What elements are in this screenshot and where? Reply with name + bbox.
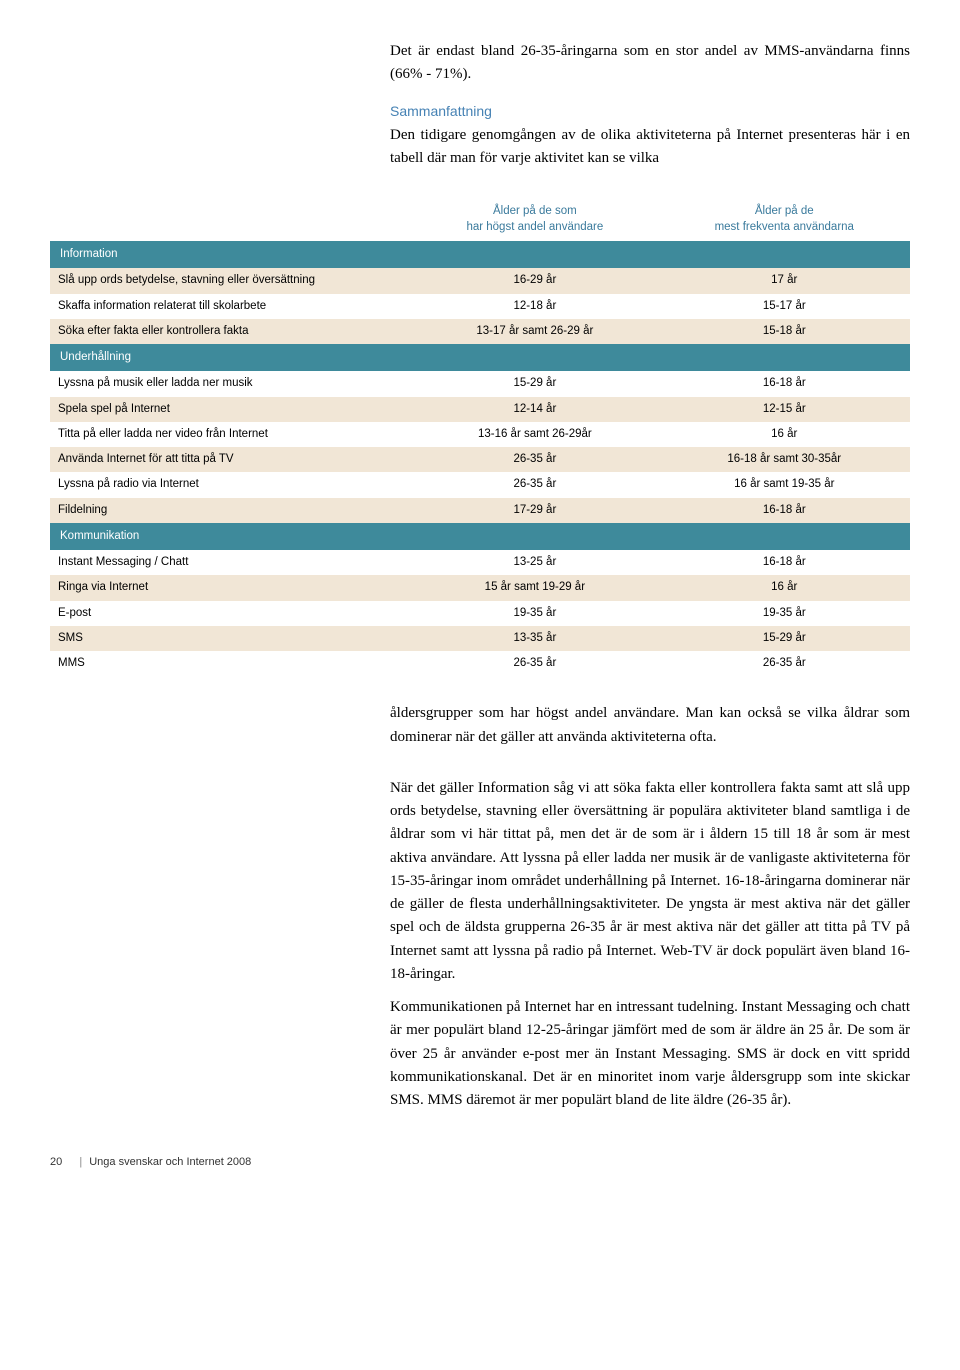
table-row: Titta på eller ladda ner video från Inte… (50, 422, 910, 447)
table-row: Skaffa information relaterat till skolar… (50, 294, 910, 319)
post-paragraph-2: När det gäller Information såg vi att sö… (390, 777, 910, 986)
table-row: MMS26-35 år26-35 år (50, 651, 910, 676)
table-cell-most-frequent: 16-18 år (659, 498, 910, 523)
table-cell-label: Lyssna på radio via Internet (50, 472, 411, 497)
table-cell-label: Lyssna på musik eller ladda ner musik (50, 371, 411, 396)
table-cell-most-frequent: 16 år (659, 575, 910, 600)
table-cell-highest-share: 12-18 år (411, 294, 658, 319)
table-cell-highest-share: 12-14 år (411, 397, 658, 422)
table-cell-most-frequent: 26-35 år (659, 651, 910, 676)
table-cell-highest-share: 15 år samt 19-29 år (411, 575, 658, 600)
table-cell-label: E-post (50, 601, 411, 626)
post-paragraph-1: åldersgrupper som har högst andel använd… (390, 702, 910, 749)
activities-table: Ålder på de som har högst andel användar… (50, 198, 910, 676)
table-row: Lyssna på radio via Internet26-35 år16 å… (50, 472, 910, 497)
table-section-label: Underhållning (50, 344, 910, 371)
table-cell-most-frequent: 15-29 år (659, 626, 910, 651)
table-cell-highest-share: 13-17 år samt 26-29 år (411, 319, 658, 344)
table-cell-label: Spela spel på Internet (50, 397, 411, 422)
intro-paragraph-1: Det är endast bland 26-35-åringarna som … (390, 40, 910, 87)
post-block: åldersgrupper som har högst andel använd… (390, 702, 910, 1112)
table-cell-most-frequent: 16-18 år (659, 371, 910, 396)
table-row: Fildelning17-29 år16-18 år (50, 498, 910, 523)
table-cell-highest-share: 17-29 år (411, 498, 658, 523)
summary-heading: Sammanfattning (390, 101, 910, 122)
table-cell-label: Använda Internet för att titta på TV (50, 447, 411, 472)
table-row: SMS13-35 år15-29 år (50, 626, 910, 651)
table-section-label: Kommunikation (50, 523, 910, 550)
post-paragraph-3: Kommunikationen på Internet har en intre… (390, 996, 910, 1112)
table-row: Slå upp ords betydelse, stavning eller ö… (50, 268, 910, 293)
footer-separator: | (79, 1156, 82, 1168)
table-header-empty (50, 198, 411, 241)
table-row: Spela spel på Internet12-14 år12-15 år (50, 397, 910, 422)
table-row: E-post19-35 år19-35 år (50, 601, 910, 626)
table-cell-most-frequent: 15-18 år (659, 319, 910, 344)
footer-title: Unga svenskar och Internet 2008 (89, 1156, 251, 1168)
table-cell-most-frequent: 16 år (659, 422, 910, 447)
table-cell-highest-share: 13-16 år samt 26-29år (411, 422, 658, 447)
table-section-row: Information (50, 241, 910, 268)
table-cell-label: Skaffa information relaterat till skolar… (50, 294, 411, 319)
table-cell-label: Slå upp ords betydelse, stavning eller ö… (50, 268, 411, 293)
table-cell-most-frequent: 19-35 år (659, 601, 910, 626)
table-header-col2: Ålder på de som har högst andel användar… (411, 198, 658, 241)
table-cell-label: Fildelning (50, 498, 411, 523)
table-header-col3: Ålder på de mest frekventa användarna (659, 198, 910, 241)
table-cell-most-frequent: 16-18 år (659, 550, 910, 575)
intro-paragraph-2: Den tidigare genomgången av de olika akt… (390, 124, 910, 171)
table-cell-highest-share: 15-29 år (411, 371, 658, 396)
table-cell-label: Titta på eller ladda ner video från Inte… (50, 422, 411, 447)
table-cell-most-frequent: 16-18 år samt 30-35år (659, 447, 910, 472)
intro-block: Det är endast bland 26-35-åringarna som … (390, 40, 910, 170)
table-cell-highest-share: 26-35 år (411, 472, 658, 497)
table-section-label: Information (50, 241, 910, 268)
table-cell-highest-share: 26-35 år (411, 447, 658, 472)
table-cell-highest-share: 26-35 år (411, 651, 658, 676)
table-header-row: Ålder på de som har högst andel användar… (50, 198, 910, 241)
table-cell-label: Ringa via Internet (50, 575, 411, 600)
table-cell-most-frequent: 17 år (659, 268, 910, 293)
table-row: Instant Messaging / Chatt13-25 år16-18 å… (50, 550, 910, 575)
table-row: Söka efter fakta eller kontrollera fakta… (50, 319, 910, 344)
table-row: Använda Internet för att titta på TV26-3… (50, 447, 910, 472)
table-cell-most-frequent: 15-17 år (659, 294, 910, 319)
table-cell-label: Söka efter fakta eller kontrollera fakta (50, 319, 411, 344)
table-section-row: Kommunikation (50, 523, 910, 550)
table-cell-most-frequent: 12-15 år (659, 397, 910, 422)
table-cell-label: Instant Messaging / Chatt (50, 550, 411, 575)
table-row: Lyssna på musik eller ladda ner musik15-… (50, 371, 910, 396)
table-row: Ringa via Internet15 år samt 19-29 år16 … (50, 575, 910, 600)
table-cell-highest-share: 13-35 år (411, 626, 658, 651)
page-number: 20 (50, 1156, 62, 1168)
table-section-row: Underhållning (50, 344, 910, 371)
table-cell-label: SMS (50, 626, 411, 651)
table-cell-highest-share: 16-29 år (411, 268, 658, 293)
table-cell-highest-share: 19-35 år (411, 601, 658, 626)
page-footer: 20 | Unga svenskar och Internet 2008 (50, 1154, 910, 1171)
table-cell-label: MMS (50, 651, 411, 676)
table-cell-most-frequent: 16 år samt 19-35 år (659, 472, 910, 497)
table-cell-highest-share: 13-25 år (411, 550, 658, 575)
